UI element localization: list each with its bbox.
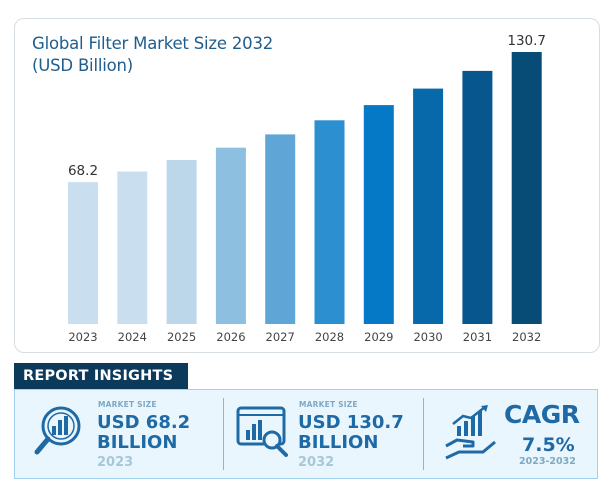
bar-2031 — [462, 70, 493, 325]
data-label: 68.2 — [68, 163, 98, 179]
chart-title: Global Filter Market Size 2032 (USD Bill… — [32, 34, 274, 75]
x-tick-label: 2029 — [364, 330, 393, 344]
x-tick-label: 2025 — [167, 330, 196, 344]
x-tick-label: 2026 — [216, 330, 245, 344]
bar-2024 — [117, 171, 148, 324]
current-size-value: USD 68.2 — [97, 412, 191, 433]
x-tick-label: 2023 — [68, 330, 97, 344]
bar-2027 — [265, 134, 296, 324]
bar-2025 — [166, 160, 197, 324]
x-tick-label: 2027 — [266, 330, 295, 344]
x-tick-label: 2030 — [413, 330, 442, 344]
current-year: 2023 — [97, 455, 134, 470]
current-size-unit: BILLION — [97, 432, 178, 453]
bar-chart: 2023 68.2 2024 2025 2026 2027 2028 2029 2030 2031… — [68, 33, 546, 344]
forecast-size-unit: BILLION — [298, 432, 379, 453]
bar-2026 — [215, 147, 246, 324]
bar-2023 — [68, 182, 98, 324]
cagr-value: 7.5% — [522, 434, 575, 456]
magnifier-chart-icon — [34, 406, 81, 455]
x-tick-label: 2028 — [315, 330, 344, 344]
cagr-label: CAGR — [504, 400, 580, 429]
bar-2029 — [363, 105, 394, 324]
bar-2028 — [314, 120, 345, 324]
divider — [423, 398, 424, 470]
bar-2032 — [511, 52, 542, 324]
data-label: 130.7 — [507, 33, 546, 49]
cagr-period: 2023-2032 — [519, 456, 576, 467]
report-insights-header: REPORT INSIGHTS — [14, 363, 188, 389]
forecast-year: 2032 — [298, 455, 335, 470]
hand-growth-chart-icon — [445, 405, 496, 460]
x-tick-label: 2031 — [463, 330, 492, 344]
monitor-chart-icon — [236, 406, 288, 457]
divider — [223, 398, 224, 470]
forecast-size-label: MARKET SIZE — [299, 400, 358, 409]
report-insights-panel: MARKET SIZE USD 68.2 BILLION 2023 MARKET… — [14, 389, 598, 479]
bar-2030 — [413, 88, 444, 324]
x-tick-label: 2032 — [512, 330, 541, 344]
current-size-label: MARKET SIZE — [98, 400, 157, 409]
chart-card — [14, 18, 600, 353]
forecast-size-value: USD 130.7 — [298, 412, 404, 433]
x-tick-label: 2024 — [118, 330, 147, 344]
